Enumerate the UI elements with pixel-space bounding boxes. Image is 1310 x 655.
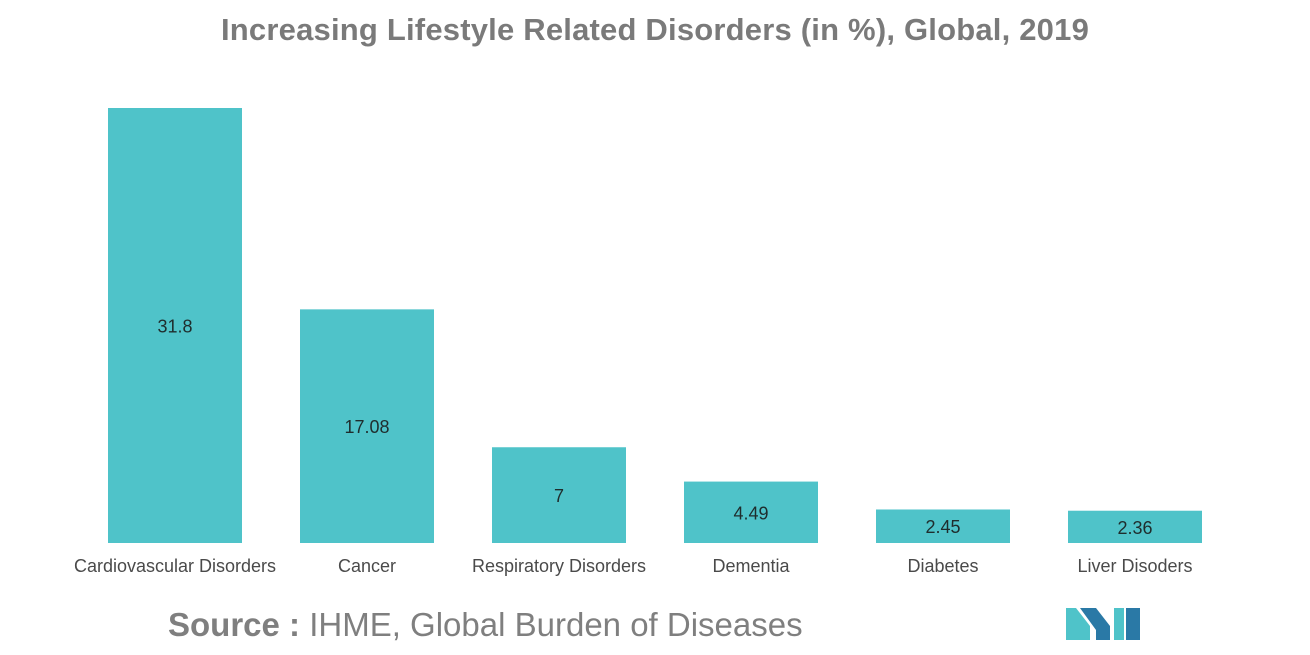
- data-label-3: 4.49: [733, 503, 768, 523]
- chart-title: Increasing Lifestyle Related Disorders (…: [220, 12, 1090, 47]
- category-label-2: Respiratory Disorders: [472, 556, 646, 576]
- category-label-1: Cancer: [338, 556, 396, 576]
- category-label-4: Diabetes: [907, 556, 978, 576]
- category-label-3: Dementia: [712, 556, 790, 576]
- bar-3: [684, 481, 818, 543]
- source-note: Source : IHME, Global Burden of Diseases: [168, 606, 803, 644]
- data-label-1: 17.08: [344, 417, 389, 437]
- data-label-0: 31.8: [157, 317, 192, 337]
- category-label-0: Cardiovascular Disorders: [74, 556, 276, 576]
- data-label-4: 2.45: [925, 517, 960, 537]
- bar-5: [1068, 510, 1202, 543]
- category-label-5: Liver Disoders: [1077, 556, 1192, 576]
- bar-0: [108, 108, 242, 543]
- data-label-2: 7: [554, 486, 564, 506]
- bar-4: [876, 509, 1010, 543]
- bar-2: [492, 447, 626, 543]
- source-text: IHME, Global Burden of Diseases: [309, 606, 803, 643]
- bar-1: [300, 309, 434, 543]
- bar-chart: 31.8 Cardiovascular Disorders 17.08 Cancer 7…: [74, 108, 1202, 576]
- data-label-5: 2.36: [1117, 518, 1152, 538]
- source-label: Source :: [168, 606, 301, 643]
- mordor-intelligence-logo-icon: [1066, 608, 1140, 640]
